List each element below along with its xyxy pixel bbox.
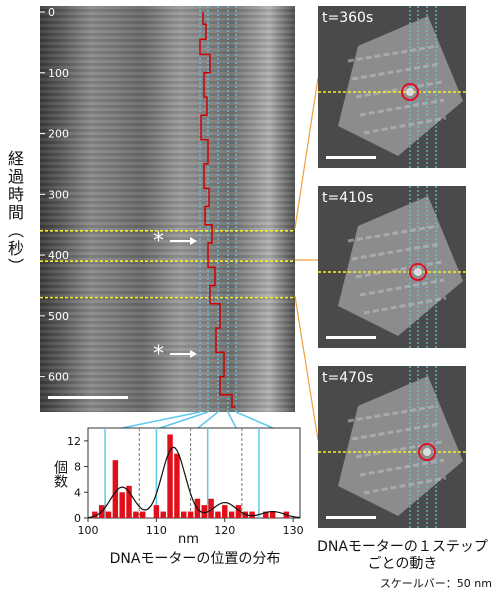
scale-bar-note: スケールバー：50 nm <box>379 577 492 590</box>
time-tick-label-0: 0 <box>48 6 55 19</box>
snapshot-caption-line2: ごとの動き <box>367 556 438 572</box>
track-strand-0 <box>347 44 439 63</box>
y-tick-label-0: 0 <box>74 512 81 525</box>
hist-bar-120 <box>222 505 228 518</box>
track-strand-3 <box>359 278 445 297</box>
track-strand-1 <box>351 422 441 441</box>
time-tick-label-400: 400 <box>48 249 69 262</box>
star-marker-2: * <box>153 342 164 367</box>
track-strand-4 <box>363 296 447 315</box>
y-tick-label-12: 12 <box>67 435 81 448</box>
hist-bar-111 <box>160 511 166 518</box>
snapshot-2-label: t=410s <box>322 190 374 206</box>
snapshot-1: t=360s <box>318 6 466 168</box>
track-strand-3 <box>359 458 445 477</box>
motor-spot <box>423 448 431 456</box>
arrow-1-head <box>190 237 197 245</box>
snapshot-1-image <box>318 6 466 168</box>
x-tick-label-130: 130 <box>283 524 304 537</box>
snapshot-3: t=470s <box>318 366 466 528</box>
histogram-boundary-lines <box>138 428 243 518</box>
time-highlight-lines <box>40 229 295 299</box>
hist-bar-110 <box>153 505 160 518</box>
track-strand-0 <box>347 224 439 243</box>
snapshot-2: t=410s <box>318 186 466 348</box>
hist-bar-113 <box>174 453 180 518</box>
star-marker-1: * <box>153 229 164 254</box>
histogram-step-lines <box>104 428 260 518</box>
hist-bar-118 <box>208 498 214 518</box>
hist-bar-126 <box>263 511 269 518</box>
hist-bar-122 <box>235 505 242 518</box>
motor-spot <box>406 88 414 96</box>
histogram-y-ticks: 0 4 8 12 <box>67 435 88 525</box>
snapshot-scale-bar <box>326 156 376 159</box>
y-tick-label-8: 8 <box>74 461 81 474</box>
time-tick-label-300: 300 <box>48 188 69 201</box>
time-axis-label: 経過時間（秒） <box>5 150 24 276</box>
snapshot-3-label: t=470s <box>322 370 374 386</box>
hist-bar-103 <box>105 511 112 518</box>
x-tick-label-100: 100 <box>78 524 99 537</box>
gaussian-fit-curve <box>87 446 301 519</box>
track-strand-1 <box>351 62 441 81</box>
motor-marker-circle <box>401 83 419 101</box>
track-strand-1 <box>351 242 441 261</box>
hist-bar-117 <box>201 505 207 518</box>
snapshot-1-label: t=360s <box>322 10 374 26</box>
x-tick-label-110: 110 <box>146 524 167 537</box>
hist-bar-106 <box>126 485 132 518</box>
snapshot-scale-bar <box>326 336 376 339</box>
snapshot-3-image <box>318 366 466 528</box>
snapshot-scale-bar <box>326 516 376 519</box>
motor-spot <box>414 268 422 276</box>
motor-marker-circle <box>418 443 436 461</box>
time-tick-label-200: 200 <box>48 128 69 141</box>
histogram-ylabel: 個数 <box>52 460 68 488</box>
hist-bar-114 <box>181 511 187 518</box>
hist-bar-127 <box>269 511 276 518</box>
track-strand-4 <box>363 476 447 495</box>
hist-bar-115 <box>187 511 194 518</box>
hist-bar-107 <box>133 511 139 518</box>
x-tick-label-120: 120 <box>214 524 235 537</box>
motor-trajectory-trace <box>199 12 236 408</box>
snapshot-2-image <box>318 186 466 348</box>
motor-marker-circle <box>409 263 427 281</box>
track-strand-4 <box>363 116 447 135</box>
y-tick-label-4: 4 <box>74 486 81 499</box>
track-strand-2 <box>355 260 443 279</box>
hist-bar-101 <box>92 511 98 518</box>
hist-bar-124 <box>249 511 255 518</box>
track-strand-0 <box>347 404 439 423</box>
hist-bar-121 <box>228 511 235 518</box>
time-tick-label-600: 600 <box>48 371 69 384</box>
connectors <box>121 77 319 441</box>
hist-bar-104 <box>112 460 119 518</box>
track-strand-2 <box>355 80 443 99</box>
kymograph-scale-bar <box>48 396 128 399</box>
position-histogram: 100 110 120 130 0 4 8 12 <box>67 427 304 537</box>
hist-bar-105 <box>119 492 125 518</box>
kymograph: 0 100 200 300 400 500 600 * * <box>40 6 295 412</box>
time-tick-label-500: 500 <box>48 310 69 323</box>
time-tick-label-100: 100 <box>48 67 69 80</box>
histogram-caption: DNAモーターの位置の分布 <box>109 551 281 567</box>
hist-bar-108 <box>139 511 146 518</box>
time-axis-ticks: 0 100 200 300 400 500 600 <box>40 6 69 384</box>
arrow-2-head <box>190 350 197 358</box>
histogram-x-ticks: 100 110 120 130 <box>78 518 304 537</box>
histogram-xlabel: nm <box>178 532 199 547</box>
snapshot-caption-line1: DNAモーターの１ステップ <box>317 539 488 555</box>
hist-bar-112 <box>167 434 173 518</box>
hist-bar-119 <box>215 511 221 518</box>
track-strand-3 <box>359 98 445 117</box>
